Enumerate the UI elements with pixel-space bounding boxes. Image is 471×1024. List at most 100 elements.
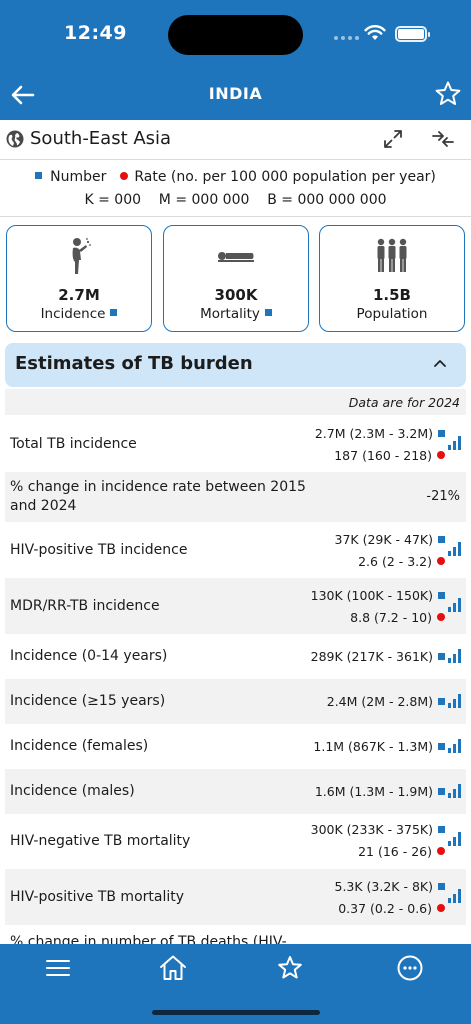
- lying-person-icon: [218, 252, 254, 262]
- row-number-value: 1.6M (1.3M - 1.9M): [314, 784, 433, 799]
- status-time: 12:49: [64, 22, 127, 44]
- row-number-value: 2.7M (2.3M - 3.2M): [314, 426, 433, 441]
- population-value: 1.5B: [372, 286, 411, 304]
- row-number-value: 300K (233K - 375K): [310, 822, 433, 837]
- population-icon: [377, 238, 407, 272]
- estimates-list: Total TB incidence 2.7M (2.3M - 3.2M) 18…: [5, 416, 466, 955]
- back-arrow-icon[interactable]: [8, 80, 38, 110]
- bar-chart-icon[interactable]: [448, 542, 462, 556]
- table-row: HIV-positive TB incidence 37K (29K - 47K…: [5, 522, 466, 578]
- table-row: Incidence (females) 1.1M (867K - 1.3M): [5, 724, 466, 769]
- number-marker-icon: [438, 429, 445, 437]
- row-value: -21%: [426, 489, 460, 504]
- legend-units: K = 000 M = 000 000 B = 000 000 000: [84, 192, 387, 208]
- row-number-value: 289K (217K - 361K): [310, 649, 433, 664]
- bottom-tab-bar: [0, 944, 471, 1024]
- divider: [0, 216, 471, 217]
- battery-icon: [395, 26, 430, 42]
- table-row: Incidence (0-14 years) 289K (217K - 361K…: [5, 634, 466, 679]
- number-marker-icon: [438, 652, 445, 660]
- top-app-bar: INDIA: [0, 70, 471, 120]
- more-icon[interactable]: [395, 953, 425, 983]
- row-label: HIV-positive TB mortality: [10, 889, 185, 905]
- rate-marker-icon: [437, 904, 445, 912]
- home-indicator: [152, 1010, 320, 1015]
- bar-chart-icon[interactable]: [448, 694, 462, 708]
- region-row: South-East Asia: [0, 120, 471, 160]
- legend: Number Rate (no. per 100 000 population p…: [0, 166, 471, 212]
- number-marker-icon: [438, 882, 445, 890]
- region-name: South-East Asia: [30, 128, 172, 149]
- rate-marker-icon: [437, 847, 445, 855]
- population-card[interactable]: 1.5B Population: [319, 225, 465, 332]
- home-icon[interactable]: [158, 953, 188, 983]
- row-label: Incidence (≥15 years): [10, 693, 166, 709]
- globe-icon: [6, 130, 24, 148]
- bar-chart-icon[interactable]: [448, 598, 462, 612]
- chevron-up-icon[interactable]: [434, 359, 446, 367]
- rate-marker-icon: [437, 451, 445, 459]
- number-marker-icon: [438, 591, 445, 599]
- row-label: Incidence (females): [10, 738, 149, 754]
- collapse-arrows-icon[interactable]: [431, 128, 455, 150]
- bar-chart-icon[interactable]: [448, 832, 462, 846]
- wifi-icon: [364, 25, 386, 40]
- legend-number: Number: [50, 169, 107, 185]
- row-rate-value: 8.8 (7.2 - 10): [350, 610, 432, 625]
- row-number-value: 1.1M (867K - 1.3M): [313, 739, 433, 754]
- row-rate-value: 187 (160 - 218): [334, 448, 432, 463]
- rate-marker-icon: [437, 613, 445, 621]
- row-rate-value: 21 (16 - 26): [358, 844, 432, 859]
- row-number-value: 130K (100K - 150K): [310, 588, 433, 603]
- coughing-person-icon: [72, 238, 91, 274]
- mortality-label: Mortality: [200, 306, 260, 322]
- table-row: HIV-negative TB mortality 300K (233K - 3…: [5, 814, 466, 869]
- menu-icon[interactable]: [43, 953, 73, 983]
- bar-chart-icon[interactable]: [448, 889, 462, 903]
- table-row: % change in incidence rate between 2015 …: [5, 472, 466, 522]
- number-marker-icon: [264, 309, 272, 316]
- bar-chart-icon[interactable]: [448, 784, 462, 798]
- row-number-value: 5.3K (3.2K - 8K): [334, 879, 434, 894]
- favorites-icon[interactable]: [275, 953, 305, 983]
- section-header[interactable]: Estimates of TB burden: [5, 343, 466, 387]
- data-year-note: Data are for 2024: [5, 389, 466, 415]
- number-marker-icon: [35, 172, 43, 179]
- row-number-value: 37K (29K - 47K): [334, 532, 434, 547]
- mortality-card[interactable]: 300K Mortality: [163, 225, 309, 332]
- number-marker-icon: [438, 787, 445, 795]
- row-rate-value: 0.37 (0.2 - 0.6): [338, 901, 432, 916]
- row-rate-value: 2.6 (2 - 3.2): [358, 554, 432, 569]
- row-label: Incidence (males): [10, 783, 135, 799]
- rate-marker-icon: [437, 557, 445, 565]
- incidence-card[interactable]: 2.7M Incidence: [6, 225, 152, 332]
- table-row: Total TB incidence 2.7M (2.3M - 3.2M) 18…: [5, 416, 466, 472]
- bar-chart-icon[interactable]: [448, 436, 462, 450]
- section-title: Estimates of TB burden: [15, 353, 253, 374]
- table-row: Incidence (≥15 years) 2.4M (2M - 2.8M): [5, 679, 466, 724]
- row-label: % change in incidence rate between 2015 …: [10, 479, 306, 514]
- number-marker-icon: [438, 697, 445, 705]
- row-label: HIV-positive TB incidence: [10, 542, 188, 558]
- bar-chart-icon[interactable]: [448, 649, 462, 663]
- row-label: MDR/RR-TB incidence: [10, 598, 160, 614]
- table-row: MDR/RR-TB incidence 130K (100K - 150K) 8…: [5, 578, 466, 634]
- rate-marker-icon: [120, 171, 129, 180]
- number-marker-icon: [110, 309, 118, 316]
- row-label: HIV-negative TB mortality: [10, 833, 191, 849]
- bar-chart-icon[interactable]: [448, 739, 462, 753]
- row-label: Total TB incidence: [10, 436, 137, 452]
- mortality-value: 300K: [214, 286, 258, 304]
- row-label: Incidence (0-14 years): [10, 648, 168, 664]
- incidence-label: Incidence: [40, 306, 106, 322]
- expand-icon[interactable]: [382, 128, 404, 150]
- page-title: INDIA: [208, 84, 263, 103]
- cellular-signal-icon: [334, 36, 359, 40]
- status-bar: 12:49: [0, 0, 471, 70]
- incidence-value: 2.7M: [58, 286, 100, 304]
- row-number-value: 2.4M (2M - 2.8M): [326, 694, 433, 709]
- favorite-star-icon[interactable]: [433, 79, 463, 109]
- number-marker-icon: [438, 535, 445, 543]
- table-row: Incidence (males) 1.6M (1.3M - 1.9M): [5, 769, 466, 814]
- dynamic-island: [168, 15, 303, 55]
